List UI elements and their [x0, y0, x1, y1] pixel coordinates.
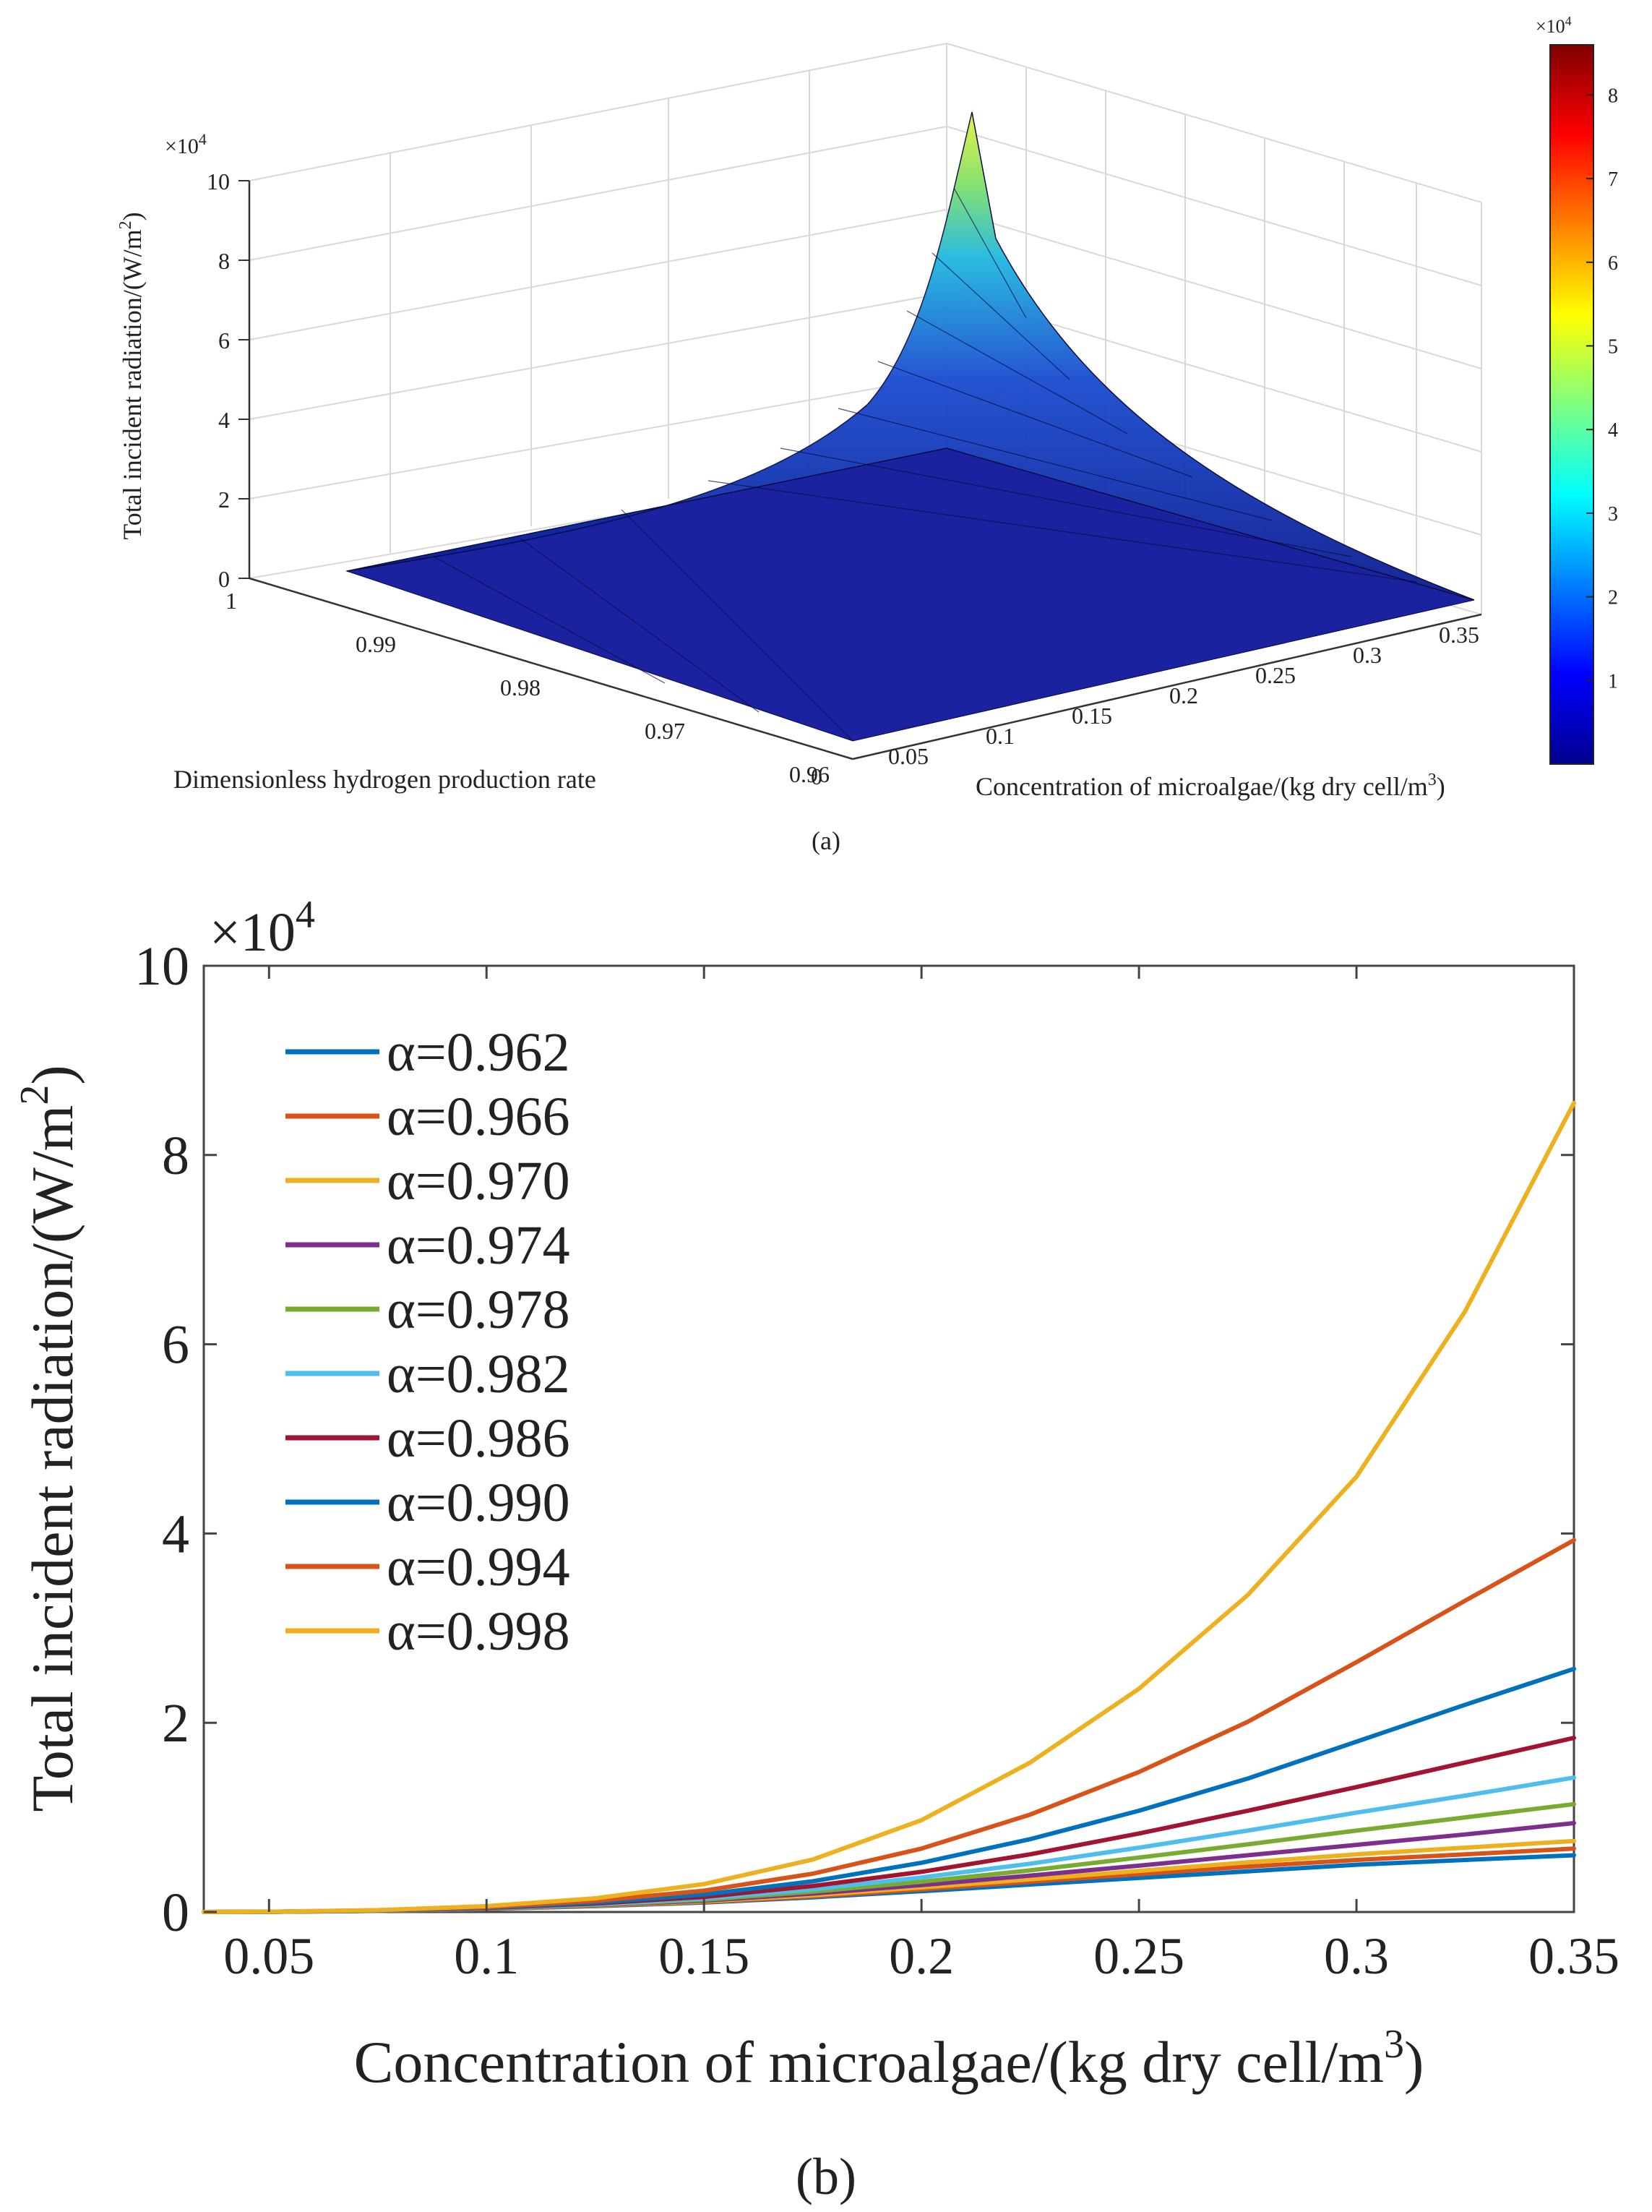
panel-a-axes [248, 181, 1482, 760]
y-tick-label: 10 [134, 936, 189, 997]
x-tick-label: 0.35 [1528, 1927, 1619, 1985]
y-tick-label: 2 [162, 1693, 189, 1754]
y-tick-label: 0 [162, 1882, 189, 1943]
panel-a-z-multiplier: ×104 [165, 130, 207, 158]
x-tick-label: 0.2 [889, 1927, 954, 1985]
panel-b-legend: α=0.962α=0.966α=0.970α=0.974α=0.978α=0.9… [285, 1022, 570, 1662]
colorbar-tick-label: 5 [1608, 336, 1618, 359]
colorbar-tick-label: 8 [1608, 85, 1618, 107]
legend-label: α=0.978 [387, 1279, 570, 1340]
z-tick-label: 4 [218, 407, 230, 433]
panel-a-surface-plot: Total incident radiation/(W/m2) ×104 0 2 4… [116, 14, 1618, 855]
y-tick-label: 6 [162, 1315, 189, 1376]
surface-mesh-lines [433, 111, 1475, 742]
panel-b-caption: (b) [796, 2148, 856, 2205]
panel-a-caption: (a) [812, 826, 840, 855]
x-tick-label: 0.05 [888, 743, 929, 769]
panel-b-plot-area [202, 964, 1575, 1913]
x-tick-label: 0.15 [1072, 703, 1112, 729]
z-tick-label: 8 [218, 248, 230, 274]
panel-a-x-ticks: 0 0.05 0.1 0.15 0.2 0.25 0.3 0.35 [811, 622, 1479, 789]
x-tick-label: 0.3 [1353, 642, 1382, 668]
colorbar-tick-label: 7 [1608, 168, 1618, 191]
x-tick-label: 0 [811, 763, 822, 789]
legend-label: α=0.994 [387, 1537, 570, 1598]
panel-b-y-multiplier: ×104 [210, 893, 315, 963]
series-line [202, 1100, 1576, 1914]
z-tick-label: 10 [207, 168, 230, 194]
panel-a-z-ticks: 0 2 4 6 8 10 [207, 168, 249, 592]
x-tick-label: 0.25 [1255, 662, 1296, 688]
y-tick-label: 0.99 [356, 631, 396, 657]
legend-label: α=0.974 [387, 1215, 570, 1276]
colorbar-tick-label: 6 [1608, 252, 1618, 275]
panel-a-xlabel: Concentration of microalgae/(kg dry cell… [976, 771, 1445, 801]
colorbar-multiplier: ×104 [1536, 14, 1572, 37]
panel-a-ylabel: Dimensionless hydrogen production rate [173, 765, 596, 794]
z-tick-label: 0 [218, 566, 230, 592]
y-tick-label: 4 [162, 1504, 189, 1564]
panel-b-line-chart: 0.05 0.1 0.15 0.2 0.25 0.3 0.35 0 2 4 6 8 10 ×104 T… [12, 893, 1619, 2205]
legend-label: α=0.982 [387, 1344, 570, 1405]
legend-label: α=0.990 [387, 1472, 570, 1533]
x-tick-label: 0.3 [1324, 1927, 1389, 1985]
legend-label: α=0.970 [387, 1151, 570, 1212]
legend-label: α=0.986 [387, 1408, 570, 1469]
panel-b-series [202, 1100, 1576, 1914]
panel-b-x-ticks: 0.05 0.1 0.15 0.2 0.25 0.3 0.35 [223, 966, 1619, 1985]
panel-b-ylabel: Total incident radiation/(W/m2) [12, 1065, 85, 1812]
panel-a-y-ticks: 1 0.99 0.98 0.97 0.96 [225, 588, 830, 787]
colorbar-tick-label: 3 [1608, 503, 1618, 526]
legend-label: α=0.962 [387, 1022, 570, 1083]
legend-label: α=0.998 [387, 1601, 570, 1662]
x-tick-label: 0.15 [658, 1927, 749, 1985]
y-tick-label: 0.98 [500, 674, 541, 700]
x-tick-label: 0.05 [223, 1927, 314, 1985]
y-tick-label: 8 [162, 1126, 189, 1186]
panel-a-zlabel: Total incident radiation/(W/m2) [116, 212, 147, 539]
colorbar-ticks: 1 2 3 4 5 6 7 8 [1586, 85, 1618, 693]
colorbar-tick-label: 1 [1608, 670, 1618, 693]
legend-label: α=0.966 [387, 1086, 570, 1147]
z-tick-label: 6 [218, 327, 230, 353]
x-tick-label: 0.35 [1439, 622, 1479, 648]
y-tick-label: 1 [225, 588, 237, 614]
panel-b-y-ticks: 0 2 4 6 8 10 [134, 936, 1574, 1943]
y-tick-label: 0.97 [645, 718, 685, 744]
panel-b-xlabel: Concentration of microalgae/(kg dry cell… [354, 2022, 1424, 2095]
colorbar-tick-label: 2 [1608, 587, 1618, 609]
x-tick-label: 0.25 [1093, 1927, 1184, 1985]
colorbar-tick-label: 4 [1608, 419, 1618, 442]
colorbar [1549, 44, 1594, 765]
x-tick-label: 0.1 [454, 1927, 519, 1985]
x-tick-label: 0.1 [986, 723, 1015, 749]
z-tick-label: 2 [218, 486, 230, 513]
x-tick-label: 0.2 [1169, 682, 1198, 708]
y-tick-label: 0.96 [789, 761, 830, 787]
